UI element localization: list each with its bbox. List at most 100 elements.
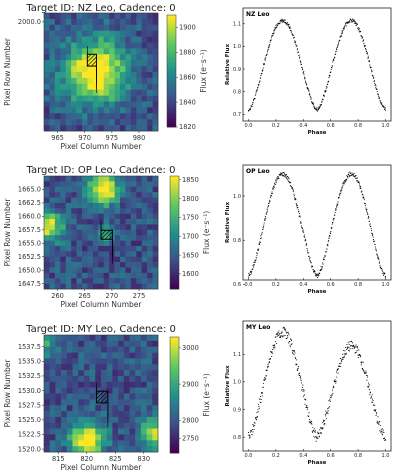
heatmap-pixel xyxy=(114,235,121,241)
heatmap-pixel xyxy=(82,219,88,225)
phase-point xyxy=(302,395,304,397)
heatmap-pixel xyxy=(103,267,110,274)
heatmap-pixel xyxy=(65,176,72,182)
heatmap-pixel xyxy=(44,119,50,126)
phase-point xyxy=(257,86,259,88)
heatmap-pixel xyxy=(147,267,153,274)
heatmap-pixel xyxy=(65,72,72,79)
heatmap-pixel xyxy=(129,340,136,347)
heatmap-pixel xyxy=(125,245,132,252)
heatmap-pixel xyxy=(130,197,137,204)
heatmap-pixel xyxy=(136,36,143,43)
heatmap-pixel xyxy=(55,370,62,377)
colorbar-segment xyxy=(167,121,176,125)
phase-point xyxy=(250,274,252,276)
heatmap-pixel xyxy=(87,235,94,241)
phase-point xyxy=(374,82,376,84)
heatmap-pixel xyxy=(71,113,77,120)
phase-point xyxy=(287,176,289,178)
phase-point xyxy=(328,400,330,402)
heatmap-pixel xyxy=(114,107,121,114)
phase-point xyxy=(279,22,281,24)
phase-point xyxy=(276,23,278,26)
phase-point xyxy=(353,175,355,177)
phase-point xyxy=(369,224,371,226)
heatmap-pixel xyxy=(130,107,137,114)
phase-point xyxy=(266,210,269,212)
heatmap-pixel xyxy=(87,181,94,188)
heatmap-pixel xyxy=(71,262,77,268)
heatmap-pixel xyxy=(146,393,153,400)
heatmap-pixel xyxy=(82,213,88,220)
heatmap-pixel xyxy=(101,393,107,400)
x-tick-label: 0.8 xyxy=(354,123,362,129)
phase-point xyxy=(296,204,299,206)
heatmap-pixel xyxy=(87,36,94,43)
phase-point xyxy=(307,407,309,409)
heatmap-pixel xyxy=(61,428,68,435)
heatmap-pixel xyxy=(125,48,132,55)
phase-point xyxy=(315,273,317,275)
heatmap-pixel xyxy=(152,283,159,290)
heatmap-pixel xyxy=(54,208,61,214)
heatmap-pixel xyxy=(60,192,67,198)
heatmap-pixel xyxy=(109,267,115,274)
heatmap-pixel xyxy=(82,181,88,188)
heatmap-pixel xyxy=(61,340,68,347)
heatmap-pixel xyxy=(106,335,113,342)
colorbar-segment xyxy=(170,260,179,264)
heatmap-pixel xyxy=(78,434,85,441)
phase-point xyxy=(260,396,262,398)
colorbar-segment xyxy=(170,176,179,180)
heatmap-pixel xyxy=(120,256,126,263)
phase-point xyxy=(347,175,349,178)
heatmap-pixel xyxy=(72,375,79,383)
heatmap-pixel xyxy=(147,77,153,85)
phase-point xyxy=(322,427,324,429)
phase-point xyxy=(318,106,320,108)
phase-point xyxy=(268,199,270,201)
heatmap-pixel xyxy=(103,197,110,204)
heatmap-pixel xyxy=(87,202,94,209)
colorbar-tick-label: 2750 xyxy=(182,435,199,443)
phase-point xyxy=(380,428,382,430)
heatmap-pixel xyxy=(125,278,132,284)
heatmap-pixel xyxy=(129,422,136,429)
phase-point xyxy=(283,329,286,331)
colorbar-segment xyxy=(170,412,179,416)
heatmap-pixel xyxy=(136,107,143,114)
heatmap-pixel xyxy=(76,245,83,252)
heatmap-pixel xyxy=(109,240,115,247)
heatmap-pixel xyxy=(44,72,50,79)
phase-point xyxy=(283,326,285,328)
x-tick-label: 270 xyxy=(106,292,119,300)
heatmap-pixel xyxy=(87,213,94,220)
phase-point xyxy=(351,348,353,350)
phase-point xyxy=(326,412,328,414)
colorbar-segment xyxy=(170,421,179,425)
heatmap-pixel xyxy=(152,48,159,55)
heatmap-pixel xyxy=(71,197,77,204)
heatmap-pixel xyxy=(72,399,79,406)
phase-point xyxy=(254,424,256,427)
phase-point xyxy=(321,428,323,430)
phase-point xyxy=(304,238,306,241)
aperture-hatch xyxy=(100,395,109,404)
heatmap-pixel xyxy=(92,119,99,126)
phase-point xyxy=(321,427,323,429)
heatmap-pixel xyxy=(49,434,56,441)
phase-point xyxy=(292,187,294,190)
heatmap-pixel xyxy=(136,30,143,37)
heatmap-pixel xyxy=(147,256,153,263)
heatmap-pixel xyxy=(136,60,143,67)
y-axis-label: Pixel Row Number xyxy=(3,359,12,428)
phase-point xyxy=(338,196,340,199)
heatmap-pixel xyxy=(76,251,83,258)
heatmap-pixel xyxy=(140,422,147,429)
heatmap-pixel xyxy=(98,60,105,67)
heatmap-pixel xyxy=(136,42,143,49)
heatmap-pixel xyxy=(146,428,153,435)
phase-point xyxy=(296,369,299,372)
phase-point xyxy=(370,69,373,71)
heatmap-pixel xyxy=(129,399,136,406)
